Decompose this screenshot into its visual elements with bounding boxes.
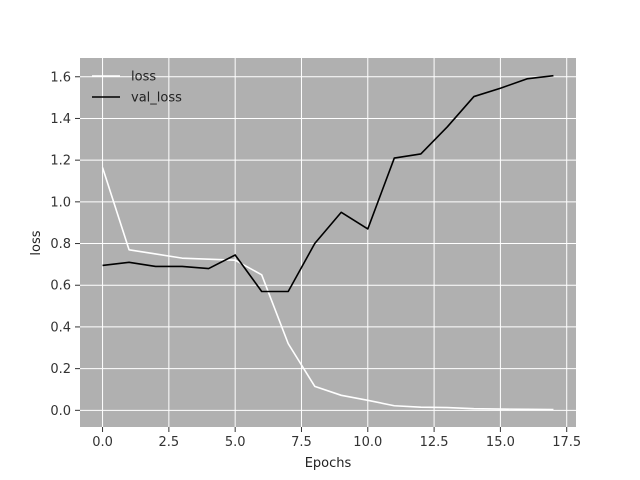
x-tick-label: 12.5 — [420, 435, 449, 450]
x-tick-label: 17.5 — [552, 435, 581, 450]
y-tick-label: 1.4 — [50, 112, 71, 127]
series-line-val-loss — [102, 74, 554, 293]
x-tick-label: 0.0 — [92, 435, 113, 450]
grid-lines — [80, 58, 576, 427]
series-layer — [101, 74, 554, 411]
y-tick-label: 1.6 — [50, 70, 71, 85]
legend: loss val_loss — [92, 70, 182, 106]
y-tick-label: 0.2 — [50, 362, 71, 377]
y-tick-label: 0.4 — [50, 320, 71, 335]
series-line-loss — [101, 167, 554, 411]
legend-label-val-loss: val_loss — [131, 91, 182, 106]
plot-background — [80, 58, 576, 427]
x-axis-title: Epochs — [305, 456, 352, 471]
axes: 0.0 2.5 5.0 7.5 10.0 12.5 15.0 17.5 0.0 0.2 0.4 0.6… — [50, 70, 581, 450]
y-tick-label: 1.0 — [50, 195, 71, 210]
y-tick-label: 1.2 — [50, 154, 71, 169]
y-tick-label: 0.6 — [50, 279, 71, 294]
y-tick-label: 0.0 — [50, 404, 71, 419]
x-tick-label: 5.0 — [225, 435, 246, 450]
x-tick-label: 2.5 — [159, 435, 180, 450]
legend-label-loss: loss — [131, 70, 156, 85]
y-tick-label: 0.8 — [50, 237, 71, 252]
y-axis-title: loss — [29, 230, 44, 255]
x-tick-label: 7.5 — [291, 435, 312, 450]
x-tick-label: 10.0 — [353, 435, 382, 450]
x-tick-label: 15.0 — [486, 435, 515, 450]
